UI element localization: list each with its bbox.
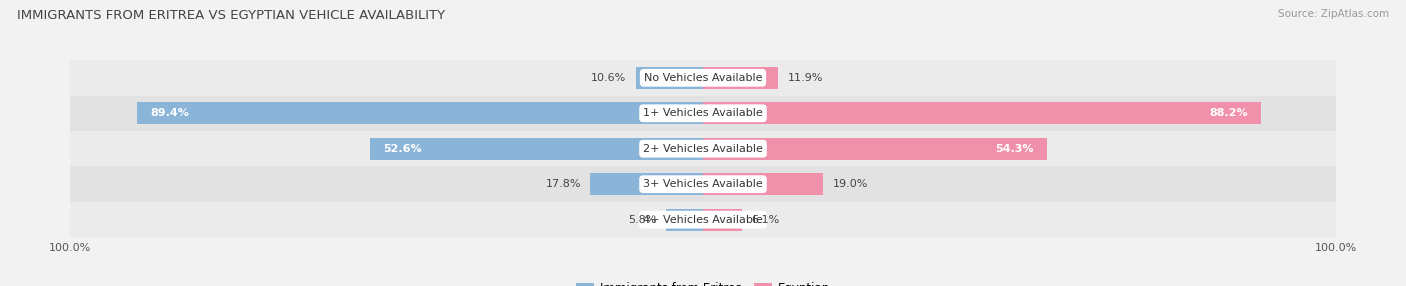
Text: 4+ Vehicles Available: 4+ Vehicles Available — [643, 215, 763, 225]
Bar — [703, 173, 824, 195]
Legend: Immigrants from Eritrea, Egyptian: Immigrants from Eritrea, Egyptian — [576, 282, 830, 286]
Text: 19.0%: 19.0% — [832, 179, 868, 189]
Text: 11.9%: 11.9% — [787, 73, 823, 83]
Bar — [703, 138, 1046, 160]
Bar — [70, 166, 1336, 202]
Bar — [636, 67, 703, 89]
Text: 17.8%: 17.8% — [546, 179, 581, 189]
Bar — [703, 102, 1261, 124]
Text: IMMIGRANTS FROM ERITREA VS EGYPTIAN VEHICLE AVAILABILITY: IMMIGRANTS FROM ERITREA VS EGYPTIAN VEHI… — [17, 9, 444, 21]
Text: 6.1%: 6.1% — [751, 215, 779, 225]
Bar — [370, 138, 703, 160]
Text: 89.4%: 89.4% — [150, 108, 188, 118]
Bar — [70, 131, 1336, 166]
Text: 1+ Vehicles Available: 1+ Vehicles Available — [643, 108, 763, 118]
Text: 88.2%: 88.2% — [1209, 108, 1249, 118]
Bar — [138, 102, 703, 124]
Text: 2+ Vehicles Available: 2+ Vehicles Available — [643, 144, 763, 154]
Bar — [70, 202, 1336, 237]
Bar — [70, 60, 1336, 96]
Text: 54.3%: 54.3% — [995, 144, 1033, 154]
Bar — [703, 209, 741, 231]
Text: 3+ Vehicles Available: 3+ Vehicles Available — [643, 179, 763, 189]
Bar — [703, 67, 779, 89]
Text: No Vehicles Available: No Vehicles Available — [644, 73, 762, 83]
Text: 5.8%: 5.8% — [628, 215, 657, 225]
Text: 52.6%: 52.6% — [382, 144, 422, 154]
Bar — [70, 96, 1336, 131]
Text: 10.6%: 10.6% — [591, 73, 627, 83]
Text: Source: ZipAtlas.com: Source: ZipAtlas.com — [1278, 9, 1389, 19]
Bar — [591, 173, 703, 195]
Bar — [666, 209, 703, 231]
